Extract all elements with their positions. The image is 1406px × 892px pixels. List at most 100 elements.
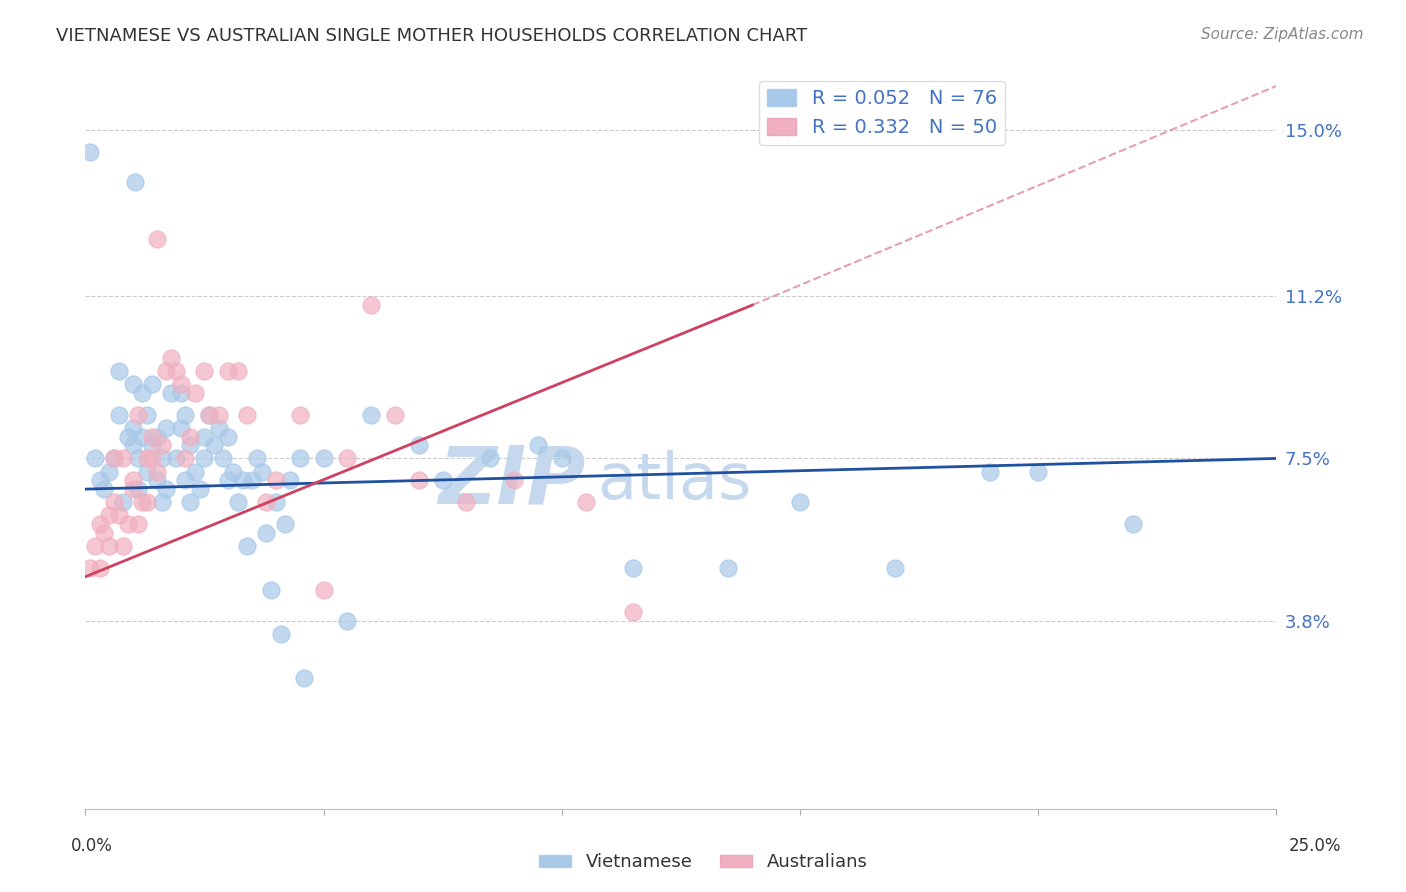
Point <box>169 376 191 391</box>
Point <box>98 465 121 479</box>
Point <box>79 561 101 575</box>
Point <box>717 561 740 575</box>
Point <box>312 582 335 597</box>
Point <box>127 517 149 532</box>
Point <box>527 438 550 452</box>
Point <box>503 474 526 488</box>
Point <box>141 438 163 452</box>
Legend: Vietnamese, Australians: Vietnamese, Australians <box>531 847 875 879</box>
Point <box>103 495 125 509</box>
Point <box>155 482 177 496</box>
Point <box>278 474 301 488</box>
Point <box>150 438 173 452</box>
Point <box>184 465 207 479</box>
Point <box>408 438 430 452</box>
Point <box>226 495 249 509</box>
Point <box>107 508 129 523</box>
Text: VIETNAMESE VS AUSTRALIAN SINGLE MOTHER HOUSEHOLDS CORRELATION CHART: VIETNAMESE VS AUSTRALIAN SINGLE MOTHER H… <box>56 27 807 45</box>
Point <box>165 451 187 466</box>
Point <box>360 408 382 422</box>
Point <box>621 605 644 619</box>
Point <box>83 539 105 553</box>
Point <box>217 474 239 488</box>
Text: atlas: atlas <box>598 450 752 512</box>
Point <box>155 364 177 378</box>
Point <box>1026 465 1049 479</box>
Point <box>136 465 159 479</box>
Point <box>127 482 149 496</box>
Point <box>174 474 197 488</box>
Point <box>131 385 153 400</box>
Point <box>98 508 121 523</box>
Point <box>124 175 146 189</box>
Point <box>174 408 197 422</box>
Point <box>288 451 311 466</box>
Point <box>217 364 239 378</box>
Text: 25.0%: 25.0% <box>1288 837 1341 855</box>
Point <box>150 451 173 466</box>
Point <box>122 376 145 391</box>
Point <box>193 429 215 443</box>
Point <box>174 451 197 466</box>
Point <box>179 429 201 443</box>
Point <box>145 232 167 246</box>
Point <box>198 408 221 422</box>
Point <box>274 517 297 532</box>
Point <box>122 438 145 452</box>
Text: ZIP: ZIP <box>439 442 585 520</box>
Point <box>150 495 173 509</box>
Point <box>226 364 249 378</box>
Point <box>236 408 259 422</box>
Point <box>254 495 277 509</box>
Point <box>112 495 135 509</box>
Point <box>127 451 149 466</box>
Point <box>217 429 239 443</box>
Point <box>193 364 215 378</box>
Point <box>208 408 231 422</box>
Point <box>122 421 145 435</box>
Point <box>231 474 253 488</box>
Point <box>93 525 115 540</box>
Point <box>145 429 167 443</box>
Point <box>236 539 259 553</box>
Point <box>246 451 269 466</box>
Point <box>188 482 211 496</box>
Point <box>155 421 177 435</box>
Y-axis label: Single Mother Households: Single Mother Households <box>0 332 7 541</box>
Point <box>89 474 111 488</box>
Point <box>884 561 907 575</box>
Point <box>179 495 201 509</box>
Point <box>456 495 478 509</box>
Point <box>202 438 225 452</box>
Point <box>83 451 105 466</box>
Point <box>93 482 115 496</box>
Point <box>193 451 215 466</box>
Point <box>103 451 125 466</box>
Point <box>288 408 311 422</box>
Point <box>79 145 101 159</box>
Point <box>208 421 231 435</box>
Point <box>117 429 139 443</box>
Point <box>260 582 283 597</box>
Point <box>384 408 406 422</box>
Point <box>264 495 287 509</box>
Point <box>160 351 183 365</box>
Point <box>360 298 382 312</box>
Point <box>160 385 183 400</box>
Point <box>117 517 139 532</box>
Point <box>141 429 163 443</box>
Point <box>264 474 287 488</box>
Point <box>254 525 277 540</box>
Point <box>98 539 121 553</box>
Point <box>551 451 574 466</box>
Point <box>89 561 111 575</box>
Point <box>122 482 145 496</box>
Point <box>112 539 135 553</box>
Point <box>169 421 191 435</box>
Point <box>336 451 359 466</box>
Point <box>222 465 245 479</box>
Point <box>1122 517 1144 532</box>
Point <box>574 495 596 509</box>
Point <box>479 451 502 466</box>
Point <box>312 451 335 466</box>
